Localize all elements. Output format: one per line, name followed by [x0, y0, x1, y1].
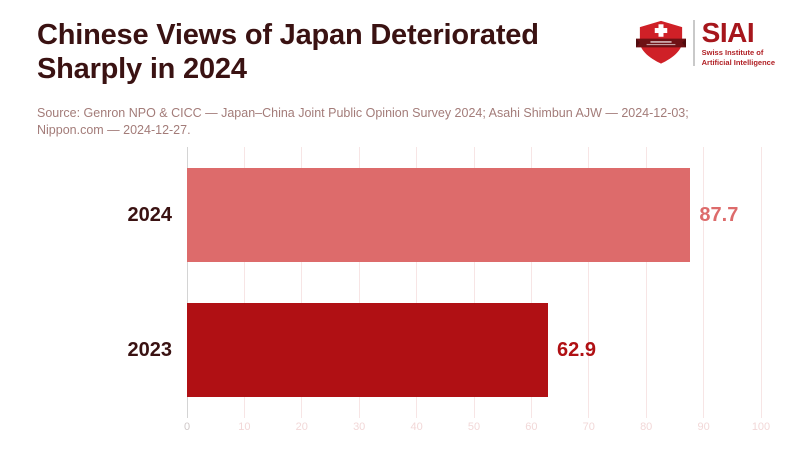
gridline: [530, 147, 532, 418]
x-tick-label: 50: [467, 421, 481, 433]
category-label-2024: 2024: [127, 203, 173, 226]
x-tick-label: 40: [410, 421, 423, 433]
title-line-1: Chinese Views of Japan Deteriorated: [37, 19, 539, 51]
gridline: [645, 147, 647, 418]
x-tick-label: 80: [640, 421, 653, 433]
swiss-shield-icon: [635, 20, 686, 64]
x-tick-label: 20: [295, 421, 308, 433]
x-tick-label: 70: [582, 421, 595, 433]
x-tick-label: 30: [353, 421, 366, 433]
x-tick-label: 90: [697, 421, 710, 433]
logo-name-line-1: Swiss Institute of: [701, 47, 764, 57]
gridline: [243, 147, 245, 418]
source-line-1: Source: Genron NPO & CICC — Japan–China …: [37, 106, 689, 120]
siai-logo: SIAI Swiss Institute of Artificial Intel…: [635, 16, 775, 70]
logo-divider: [692, 20, 695, 66]
title-line-2: Sharply in 2024: [37, 53, 247, 85]
logo-acronym: SIAI: [701, 16, 755, 48]
gridline: [416, 147, 418, 418]
logo-name-line-2: Artificial Intelligence: [701, 58, 775, 67]
source-note: Source: Genron NPO & CICC — Japan–China …: [37, 105, 717, 139]
page-title: Chinese Views of Japan Deteriorated Shar…: [37, 18, 637, 86]
x-tick-label: 10: [238, 421, 251, 433]
x-tick-label: 60: [525, 421, 538, 433]
bar-2024: [187, 167, 691, 262]
gridline: [301, 147, 303, 418]
x-tick-label: 0: [183, 421, 191, 433]
logo-text: SIAI Swiss Institute of Artificial Intel…: [701, 16, 775, 68]
x-tick-label: 100: [751, 421, 771, 433]
value-label-2023: 62.9: [557, 339, 596, 362]
gridline: [588, 147, 590, 418]
source-line-2: Nippon.com — 2024-12-27.: [37, 123, 191, 137]
zero-gridline: [186, 147, 188, 418]
bar-2023: [187, 303, 549, 398]
gridline: [473, 147, 475, 418]
gridline: [760, 147, 762, 418]
gridline: [703, 147, 705, 418]
value-label-2024: 87.7: [699, 203, 739, 226]
category-label-2023: 2023: [127, 339, 173, 362]
gridline: [358, 147, 360, 418]
